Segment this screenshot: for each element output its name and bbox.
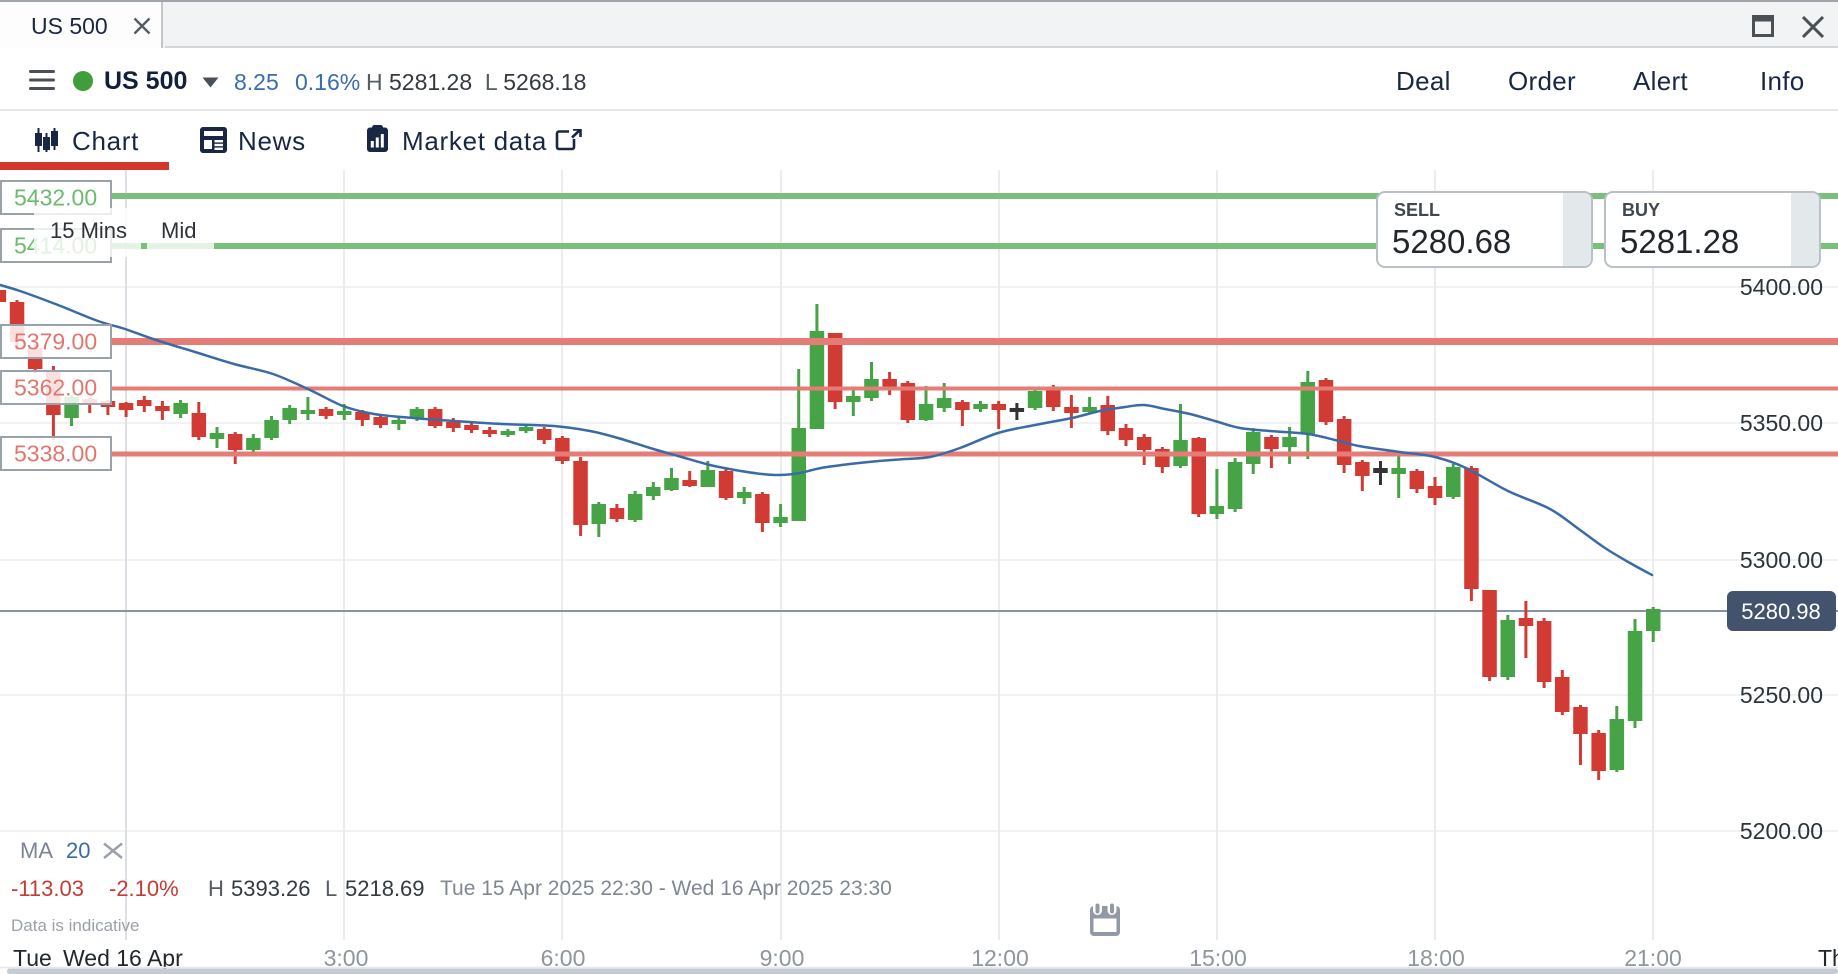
svg-text:5250.00: 5250.00 [1740, 682, 1823, 708]
svg-text:9:00: 9:00 [760, 945, 805, 971]
svg-text:5350.00: 5350.00 [1740, 410, 1823, 436]
svg-text:5200.00: 5200.00 [1740, 818, 1823, 844]
svg-text:Mid: Mid [161, 218, 196, 243]
svg-text:H: H [208, 876, 224, 901]
svg-text:Wed 16 Apr: Wed 16 Apr [63, 945, 183, 971]
svg-text:MA: MA [20, 838, 53, 863]
svg-text:Data is indicative: Data is indicative [11, 916, 140, 935]
svg-text:21:00: 21:00 [1624, 945, 1682, 971]
svg-text:-113.03: -113.03 [11, 876, 84, 901]
svg-text:L: L [325, 876, 337, 901]
svg-text:5338.00: 5338.00 [14, 441, 97, 467]
svg-text:5393.26: 5393.26 [231, 876, 311, 901]
svg-text:5379.00: 5379.00 [14, 329, 97, 355]
svg-text:SELL: SELL [1394, 200, 1440, 220]
svg-text:12:00: 12:00 [971, 945, 1029, 971]
svg-text:5432.00: 5432.00 [14, 185, 97, 211]
svg-text:BUY: BUY [1622, 200, 1660, 220]
svg-text:-2.10%: -2.10% [109, 876, 179, 901]
svg-text:18:00: 18:00 [1407, 945, 1465, 971]
svg-text:6:00: 6:00 [541, 945, 586, 971]
svg-text:5280.68: 5280.68 [1392, 223, 1511, 260]
svg-text:Tue 15 Apr 2025 22:30 - Wed 16: Tue 15 Apr 2025 22:30 - Wed 16 Apr 2025 … [440, 877, 892, 900]
svg-text:Th: Th [1818, 945, 1838, 971]
svg-text:5280.98: 5280.98 [1741, 599, 1821, 624]
svg-text:15:00: 15:00 [1189, 945, 1247, 971]
svg-text:5400.00: 5400.00 [1740, 274, 1823, 300]
svg-text:5362.00: 5362.00 [14, 375, 97, 401]
svg-text:15 Mins: 15 Mins [50, 218, 127, 243]
svg-text:5300.00: 5300.00 [1740, 547, 1823, 573]
svg-text:Tue: Tue [13, 945, 52, 971]
svg-text:5218.69: 5218.69 [345, 876, 425, 901]
svg-text:5281.28: 5281.28 [1620, 223, 1739, 260]
svg-text:3:00: 3:00 [324, 945, 369, 971]
svg-text:20: 20 [66, 838, 90, 863]
